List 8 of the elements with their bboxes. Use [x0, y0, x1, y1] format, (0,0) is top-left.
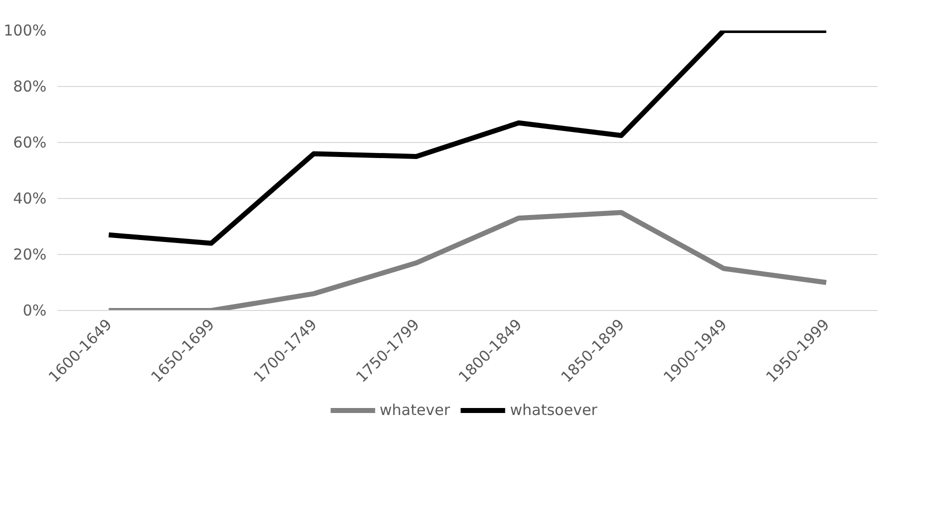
legend-label: whatsoever: [510, 401, 598, 419]
legend-label: whatever: [380, 401, 450, 419]
y-tick-label: 100%: [4, 22, 47, 40]
y-tick-label: 0%: [22, 302, 46, 320]
y-tick-label: 40%: [13, 190, 47, 208]
y-tick-label: 80%: [13, 78, 47, 96]
y-tick-label: 60%: [13, 134, 47, 152]
y-tick-label: 20%: [13, 246, 47, 264]
